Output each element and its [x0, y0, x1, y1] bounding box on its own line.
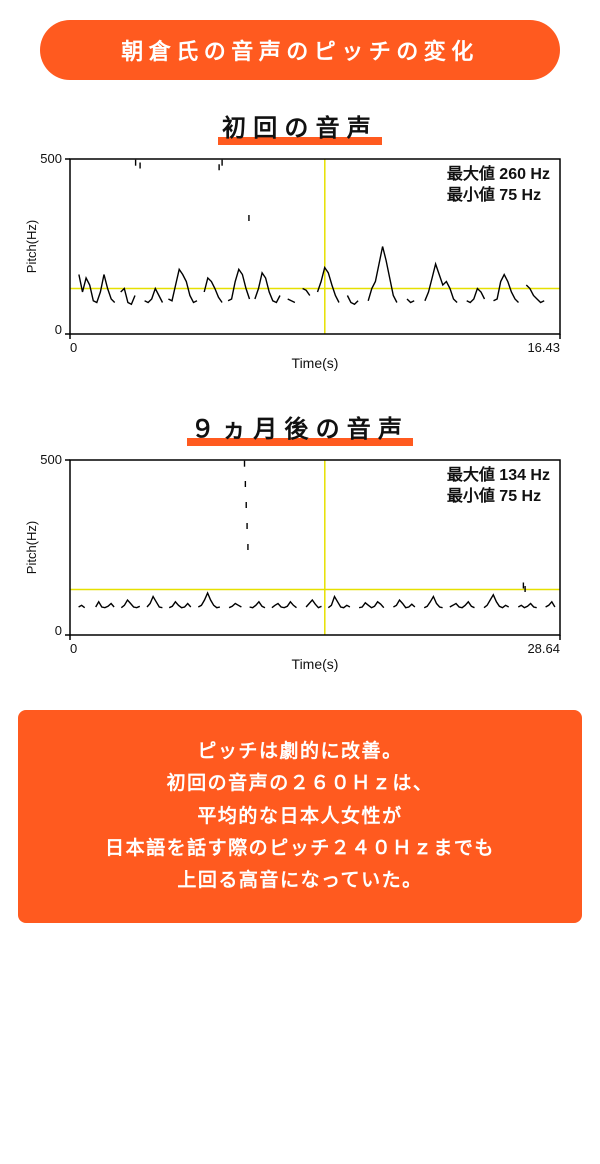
stat-min: 最小値 75 Hz [447, 186, 550, 207]
summary-box: ピッチは劇的に改善。初回の音声の２６０Ｈｚは、平均的な日本人女性が日本語を話す際… [18, 710, 582, 923]
svg-text:Time(s): Time(s) [292, 355, 339, 371]
summary-line: 平均的な日本人女性が [38, 801, 562, 833]
stat-min: 最小値 75 Hz [447, 487, 550, 508]
svg-text:Pitch(Hz): Pitch(Hz) [24, 220, 39, 273]
chart-block: 初回の音声 500 0 Pitch(Hz) 0 16.43 Time(s) 最大値 260 H… [0, 108, 600, 381]
summary-line: 上回る高音になっていた。 [38, 865, 562, 897]
svg-text:500: 500 [40, 151, 62, 166]
svg-text:0: 0 [55, 322, 62, 337]
chart-title: 初回の音声 [0, 108, 600, 145]
stat-max: 最大値 260 Hz [447, 165, 550, 186]
title-pill: 朝倉氏の音声のピッチの変化 [40, 20, 560, 80]
chart-wrap: 500 0 Pitch(Hz) 0 16.43 Time(s) 最大値 260 Hz最小値 … [20, 151, 580, 381]
summary-line: 日本語を話す際のピッチ２４０Ｈｚまでも [38, 833, 562, 865]
stat-max: 最大値 134 Hz [447, 466, 550, 487]
chart-title: ９ヵ月後の音声 [0, 409, 600, 446]
stats-box: 最大値 260 Hz最小値 75 Hz [447, 165, 550, 207]
chart-wrap: 500 0 Pitch(Hz) 0 28.64 Time(s) 最大値 134 Hz最小値 … [20, 452, 580, 682]
svg-text:Time(s): Time(s) [292, 656, 339, 672]
charts-container: 初回の音声 500 0 Pitch(Hz) 0 16.43 Time(s) 最大値 260 H… [0, 108, 600, 682]
svg-text:28.64: 28.64 [527, 641, 560, 656]
svg-text:0: 0 [55, 623, 62, 638]
chart-block: ９ヵ月後の音声 500 0 Pitch(Hz) 0 28.64 Time(s) 最大値 134… [0, 409, 600, 682]
svg-text:Pitch(Hz): Pitch(Hz) [24, 521, 39, 574]
svg-text:16.43: 16.43 [527, 340, 560, 355]
summary-line: ピッチは劇的に改善。 [38, 736, 562, 768]
svg-text:0: 0 [70, 641, 77, 656]
stats-box: 最大値 134 Hz最小値 75 Hz [447, 466, 550, 508]
svg-text:500: 500 [40, 452, 62, 467]
svg-text:0: 0 [70, 340, 77, 355]
summary-line: 初回の音声の２６０Ｈｚは、 [38, 768, 562, 800]
